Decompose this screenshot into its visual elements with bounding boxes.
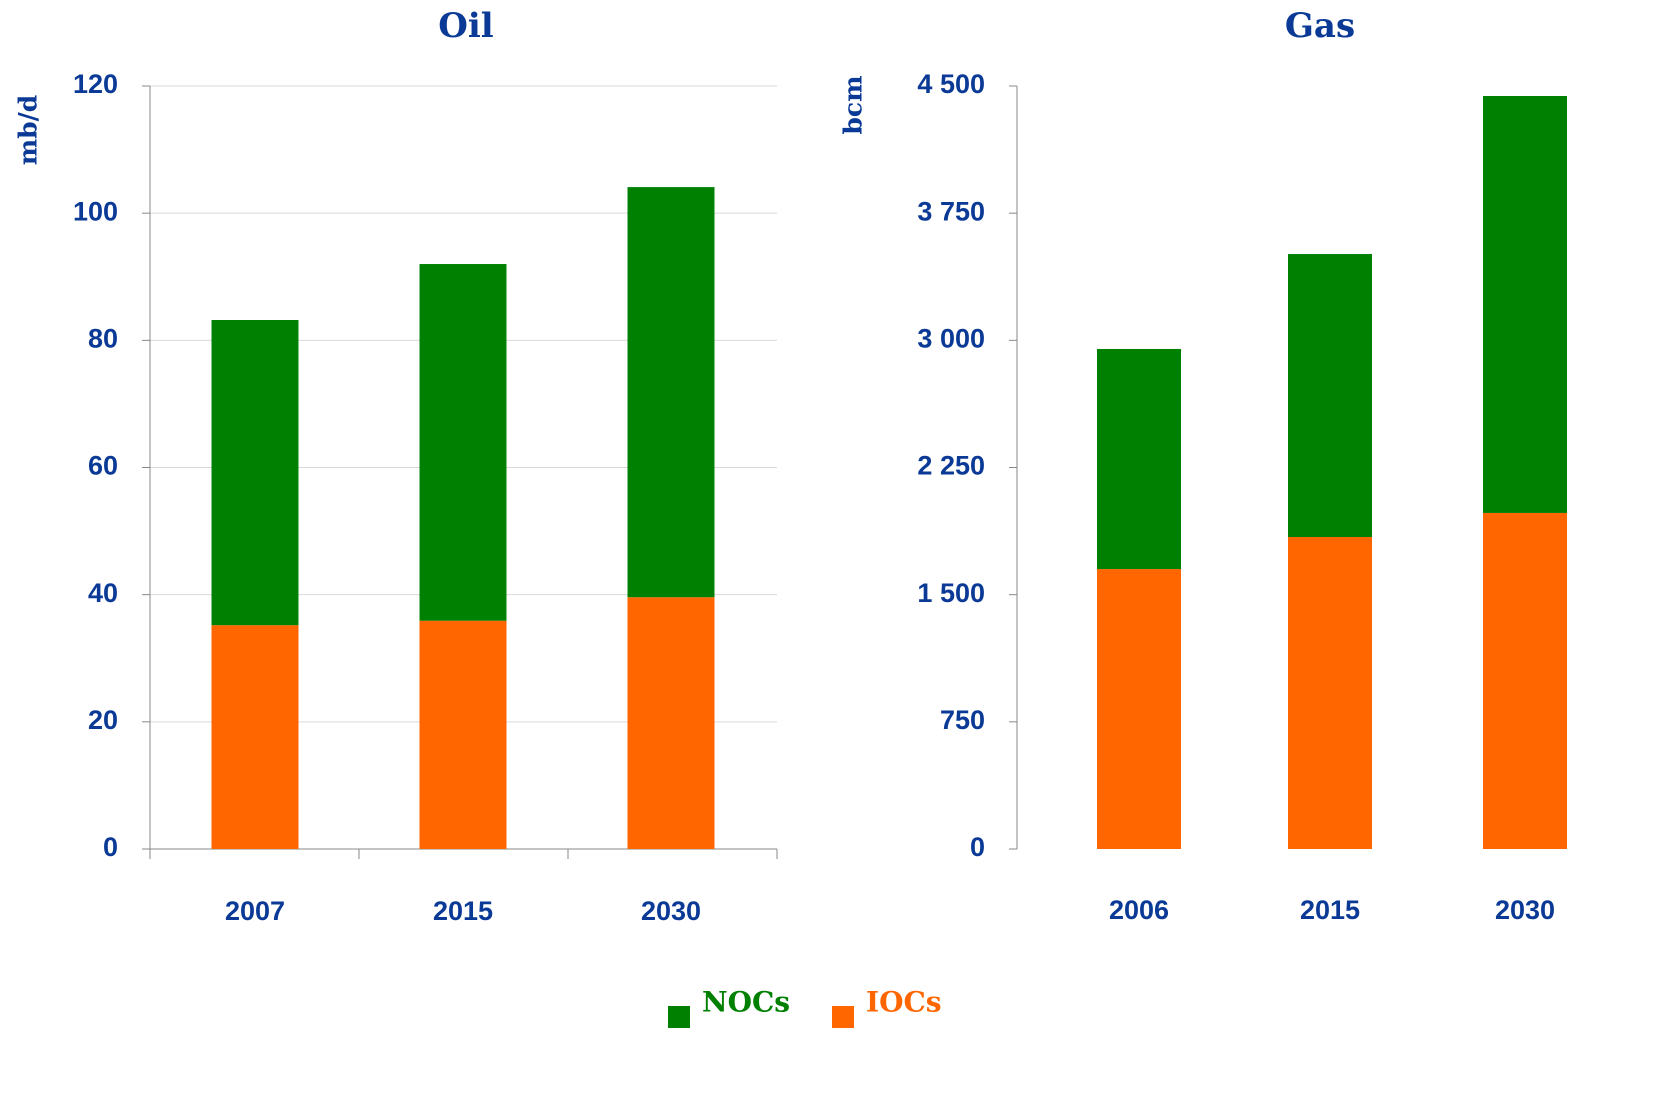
bar-segment — [1483, 512, 1567, 849]
x-tick-label: 2030 — [641, 896, 701, 926]
bar-segment — [211, 319, 299, 626]
bar-segment — [1097, 348, 1181, 570]
y-tick-label: 2 250 — [917, 451, 985, 481]
y-tick-label: 100 — [73, 196, 118, 226]
y-tick-label: 80 — [88, 323, 118, 353]
bar-segment — [1288, 254, 1372, 538]
y-tick-label: 3 750 — [917, 196, 985, 226]
x-tick-label: 2015 — [433, 896, 493, 926]
bar-segment — [419, 620, 507, 849]
y-tick-label: 3 000 — [917, 323, 985, 353]
bar-segment — [211, 625, 299, 849]
legend-swatch — [668, 1006, 690, 1028]
y-axis-label: mb/d — [14, 95, 43, 166]
bar-segment — [1097, 569, 1181, 849]
y-tick-label: 20 — [88, 705, 118, 735]
legend: NOCs IOCs — [668, 986, 942, 1028]
bar-segment — [1483, 96, 1567, 513]
y-axis-label: bcm — [839, 75, 868, 134]
y-tick-label: 40 — [88, 578, 118, 608]
y-tick-label: 4 500 — [917, 69, 985, 99]
legend-label: NOCs — [702, 986, 790, 1019]
x-tick-label: 2007 — [225, 896, 285, 926]
chart-title: Oil — [438, 6, 494, 46]
y-tick-label: 60 — [88, 451, 118, 481]
bar-segment — [419, 264, 507, 621]
y-tick-label: 750 — [940, 705, 985, 735]
legend-swatch — [832, 1006, 854, 1028]
y-tick-label: 0 — [103, 832, 118, 862]
chart-title: Gas — [1285, 6, 1355, 46]
y-tick-label: 1 500 — [917, 578, 985, 608]
bar-segment — [1288, 537, 1372, 849]
legend-label: IOCs — [866, 986, 942, 1019]
x-tick-label: 2030 — [1495, 895, 1555, 925]
y-tick-label: 0 — [970, 832, 985, 862]
y-tick-label: 120 — [73, 69, 118, 99]
x-tick-label: 2006 — [1109, 895, 1169, 925]
bar-segment — [627, 597, 715, 849]
bar-segment — [627, 187, 715, 598]
x-tick-label: 2015 — [1300, 895, 1360, 925]
